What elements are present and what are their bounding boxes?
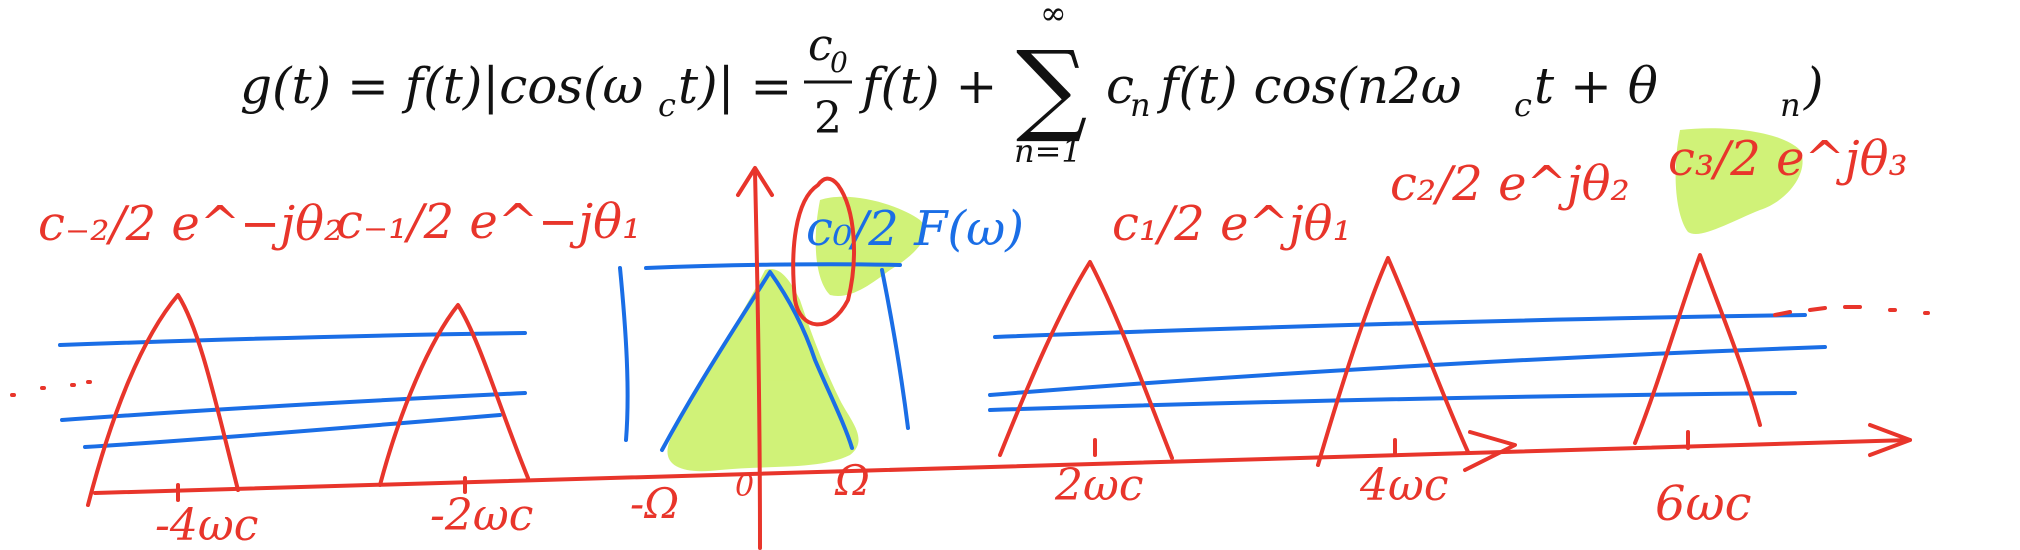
triangle-minus-2wc [378,303,530,487]
red-lines: c₋₂/2 e^−jθ₂ c₋₁/2 e^−jθ₁ c₁/2 e^jθ₁ c₂/… [10,131,1930,550]
coef3-highlight [1675,128,1803,234]
coef0-circle [791,176,856,327]
eq-term2-sub3: n [1780,86,1801,124]
axis-label-minus-omega: -Ω [630,479,679,528]
amplitude-axis-arrow [736,166,774,197]
equation: g(t) = f(t)|cos(ω c t)| = c 0 2 f(t) + ∞… [240,0,1824,170]
axis-label-6wc: 6ωc [1655,476,1752,532]
eq-frac-den: 2 [814,93,842,144]
blue-band-left-1 [58,331,527,347]
axis-label-4wc: 4ωc [1359,460,1449,511]
center-highlight [667,269,859,472]
blue-center-left-bracket [618,266,630,442]
blue-band-right-2 [988,345,1827,397]
eq-term2: c [1106,57,1134,115]
blue-band-right-3 [988,391,1797,412]
eq-sum-upper: ∞ [1040,0,1067,32]
axis-label-minus-4wc: -4ωc [155,500,258,550]
blue-band-right-1 [993,313,1807,339]
blue-center-right-bracket [880,268,910,430]
eq-term2-sub2: c [1514,86,1532,124]
coef-2-label: c₂/2 e^jθ₂ [1390,156,1630,212]
eq-frac-num: c [808,20,833,71]
eq-sum-lower: n=1 [1014,132,1082,170]
dots-right [1773,305,1930,317]
blue-lines: c₀/2 F(ω) [58,201,1827,452]
triangle-2wc [998,260,1174,460]
triangle-6wc [1633,253,1762,445]
axis-label-2wc: 2ωc [1054,460,1144,511]
eq-term2-rest: f(t) cos(n2ω [1156,57,1462,115]
eq-sum-symbol: ∑ [1016,29,1087,146]
axis-label-omega: Ω [834,456,870,505]
blue-center-triangle [660,270,854,452]
eq-term2-close: ) [1803,57,1824,115]
dots-left [10,380,92,397]
coef0-label: c₀/2 F(ω) [806,201,1024,257]
coef-3-label: c₃/2 e^jθ₃ [1668,131,1908,187]
eq-frac-num-sub: 0 [830,46,848,79]
blue-center-top [644,262,902,270]
coef-1-label: c₁/2 e^jθ₁ [1112,196,1352,252]
axis-label-minus-2wc: -2ωc [430,490,533,541]
blue-band-left-3 [83,413,502,449]
frequency-axis-arrow [1868,423,1912,457]
eq-term1: f(t) + [858,57,997,115]
coef-minus2-label: c₋₂/2 e^−jθ₂ [38,196,343,252]
eq-lhs: g(t) = f(t)|cos(ω [240,57,643,115]
frequency-axis [93,438,1912,495]
blue-band-left-2 [60,391,527,422]
amplitude-axis [753,170,762,550]
highlights [667,128,1803,472]
coef0-highlight [815,196,926,296]
coef-minus1-label: c₋₁/2 e^−jθ₁ [336,194,641,250]
frequency-axis-arrow-mid [1463,430,1517,472]
triangle-minus-4wc [86,293,240,507]
eq-term2-sub: n [1130,86,1151,124]
triangle-4wc [1316,256,1470,467]
eq-lhs-sub: c [658,86,676,124]
axis-label-zero: 0 [735,469,754,504]
eq-term2-end: t + θ [1534,57,1658,115]
eq-lhs-end: t)| = [678,57,792,115]
